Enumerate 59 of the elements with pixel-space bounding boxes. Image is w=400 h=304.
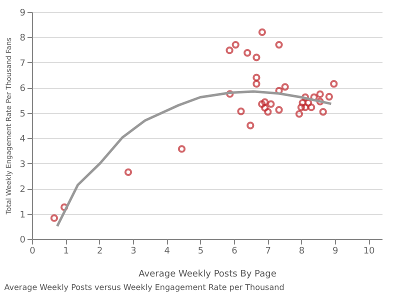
point — [301, 104, 310, 112]
point — [252, 54, 260, 62]
x-tick-label: 7 — [265, 246, 271, 256]
point — [261, 98, 269, 106]
x-tick-label: 2 — [96, 246, 103, 256]
point — [298, 98, 306, 107]
point — [316, 98, 324, 106]
x-axis-title: Average Weekly Posts By Page — [138, 270, 277, 280]
x-tick-label: 5 — [198, 246, 204, 256]
x-tick-label: 6 — [232, 246, 238, 256]
point — [304, 98, 312, 107]
point — [244, 49, 252, 57]
point — [261, 104, 269, 112]
y-tick-label: 7 — [20, 58, 26, 69]
x-tick-label: 10 — [363, 246, 376, 256]
x-tick-label: 8 — [298, 246, 305, 256]
point — [237, 108, 245, 116]
point — [275, 106, 283, 114]
point — [124, 168, 132, 176]
point — [310, 93, 318, 102]
y-tick-label: 5 — [20, 109, 26, 120]
point — [297, 104, 306, 112]
point — [252, 74, 260, 82]
y-tick-label: 4 — [20, 134, 26, 145]
point — [178, 145, 186, 153]
point — [252, 80, 260, 88]
y-tick-label: 2 — [20, 185, 26, 196]
y-tick-label: 6 — [20, 84, 26, 94]
y-tick-label: 8 — [20, 34, 26, 44]
point — [226, 90, 234, 98]
x-tick-label: 1 — [63, 246, 70, 256]
x-tick-label: 3 — [130, 246, 136, 256]
point — [281, 83, 289, 91]
x-tick-label: 0 — [30, 246, 36, 256]
point — [50, 214, 58, 222]
point — [319, 108, 327, 116]
line-series — [56, 90, 332, 228]
point — [232, 40, 240, 49]
point — [258, 100, 266, 108]
point — [226, 46, 234, 54]
y-tick-label: 9 — [20, 8, 26, 18]
point — [308, 104, 316, 112]
y-tick-label: 3 — [20, 160, 26, 170]
text: Average Weekly Posts versus Weekly Engagement Rate per Thousand — [4, 283, 284, 292]
y-tick-label: 0 — [20, 236, 26, 246]
point — [246, 122, 254, 130]
point — [275, 40, 283, 49]
point — [316, 90, 324, 98]
point — [267, 100, 275, 108]
point — [258, 28, 266, 36]
point — [330, 80, 338, 88]
x-tick-label: 4 — [164, 246, 170, 256]
x-tick-label: 9 — [332, 246, 339, 256]
point — [60, 203, 68, 212]
point — [295, 110, 304, 118]
y-tick-label: 1 — [20, 210, 26, 220]
point — [325, 92, 333, 101]
point — [264, 108, 272, 116]
point — [301, 93, 310, 102]
